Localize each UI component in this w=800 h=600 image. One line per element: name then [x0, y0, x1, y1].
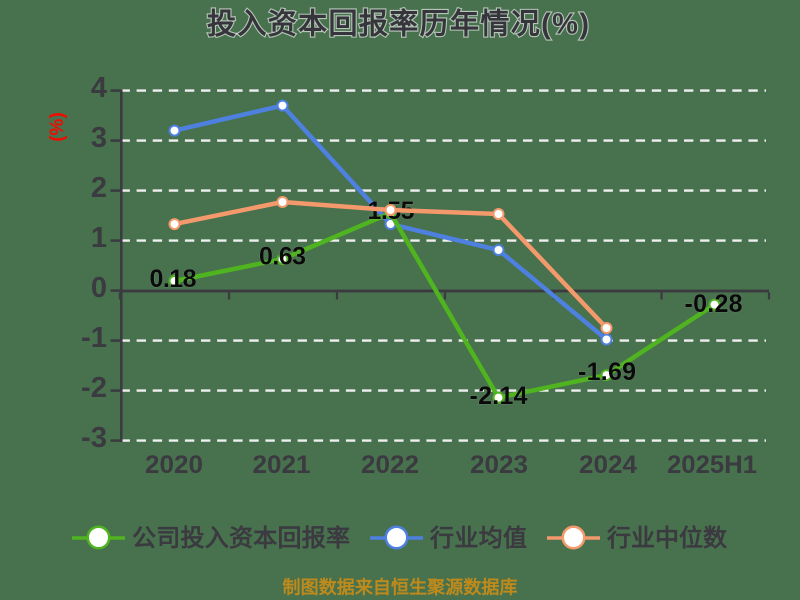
svg-text:-3: -3 [81, 422, 107, 454]
svg-text:0.63: 0.63 [259, 243, 306, 271]
svg-text:2022: 2022 [361, 451, 419, 479]
svg-text:2021: 2021 [253, 451, 311, 479]
svg-text:-2: -2 [81, 372, 107, 404]
svg-text:3: 3 [91, 122, 107, 154]
svg-text:2025H1: 2025H1 [667, 451, 757, 479]
svg-text:0.18: 0.18 [150, 265, 197, 293]
svg-text:2: 2 [91, 172, 107, 204]
svg-text:(%): (%) [47, 112, 68, 142]
svg-text:-0.28: -0.28 [685, 290, 743, 318]
svg-text:-2.14: -2.14 [470, 382, 528, 410]
svg-text:行业均值: 行业均值 [429, 524, 527, 552]
svg-text:2023: 2023 [470, 451, 528, 479]
svg-text:制图数据来自恒生聚源数据库: 制图数据来自恒生聚源数据库 [283, 577, 518, 598]
svg-text:公司投入资本回报率: 公司投入资本回报率 [132, 524, 350, 552]
svg-text:投入资本回报率历年情况(%): 投入资本回报率历年情况(%) [207, 7, 589, 41]
svg-text:行业中位数: 行业中位数 [606, 524, 728, 552]
svg-text:-1: -1 [81, 322, 107, 354]
svg-text:1: 1 [91, 222, 107, 254]
svg-text:2024: 2024 [579, 451, 637, 479]
svg-text:2020: 2020 [145, 451, 203, 479]
svg-text:0: 0 [91, 272, 107, 304]
svg-text:4: 4 [91, 72, 107, 104]
svg-text:-1.69: -1.69 [578, 358, 636, 386]
